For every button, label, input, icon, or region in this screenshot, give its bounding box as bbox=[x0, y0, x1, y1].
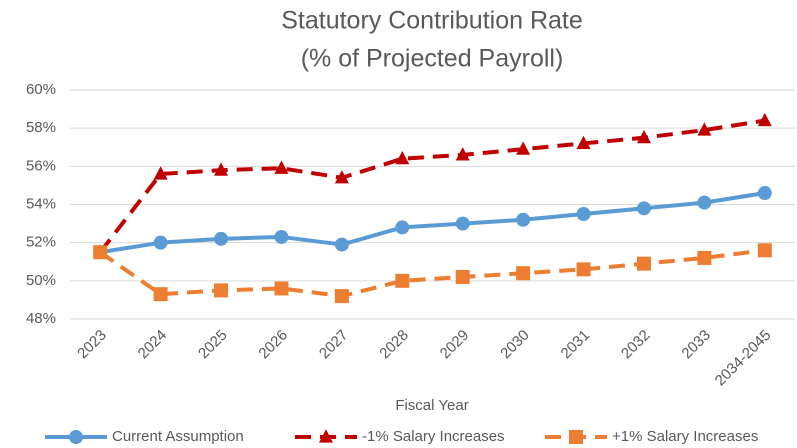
data-point bbox=[395, 220, 410, 235]
x-tick-label: 2033 bbox=[678, 327, 714, 363]
x-tick-label: 2027 bbox=[316, 327, 352, 363]
data-point bbox=[153, 287, 168, 302]
data-point bbox=[636, 130, 651, 144]
data-point bbox=[757, 186, 772, 201]
data-point bbox=[455, 216, 470, 231]
legend-label: -1% Salary Increases bbox=[362, 428, 505, 445]
data-point bbox=[214, 283, 229, 298]
data-point bbox=[697, 122, 712, 136]
data-point bbox=[697, 195, 712, 210]
x-tick-label: 2032 bbox=[618, 327, 654, 363]
data-point bbox=[757, 243, 772, 258]
data-point bbox=[455, 270, 470, 285]
data-point bbox=[636, 201, 651, 216]
y-tick-label: 52% bbox=[26, 234, 56, 251]
data-point bbox=[153, 166, 168, 180]
x-tick-label: 2029 bbox=[437, 327, 473, 363]
chart-subtitle: (% of Projected Payroll) bbox=[301, 45, 564, 73]
data-point bbox=[395, 151, 410, 165]
x-axis-label: Fiscal Year bbox=[395, 397, 468, 414]
data-point bbox=[214, 231, 229, 246]
data-point bbox=[516, 141, 531, 155]
series-line bbox=[99, 191, 766, 255]
data-point bbox=[516, 212, 531, 227]
y-tick-label: 50% bbox=[26, 272, 56, 289]
data-point bbox=[334, 170, 349, 184]
legend-marker bbox=[319, 429, 333, 443]
y-tick-label: 54% bbox=[26, 195, 56, 212]
data-point bbox=[636, 256, 651, 271]
y-tick-label: 60% bbox=[26, 81, 56, 98]
data-point bbox=[274, 229, 289, 244]
x-tick-label: 2031 bbox=[558, 327, 594, 363]
y-tick-label: 48% bbox=[26, 310, 56, 327]
legend-marker bbox=[569, 430, 583, 444]
series-line bbox=[98, 118, 766, 254]
x-tick-label: 2023 bbox=[74, 327, 110, 363]
data-point bbox=[455, 147, 470, 161]
data-point bbox=[214, 162, 229, 176]
data-point bbox=[757, 112, 772, 127]
x-tick-label: 2026 bbox=[255, 327, 291, 363]
x-tick-label: 2024 bbox=[135, 327, 171, 363]
x-tick-label: 2030 bbox=[497, 327, 533, 363]
data-point bbox=[274, 160, 289, 174]
data-point bbox=[153, 235, 168, 250]
legend-label: +1% Salary Increases bbox=[612, 428, 758, 445]
y-tick-label: 58% bbox=[26, 119, 56, 136]
data-point bbox=[93, 245, 108, 260]
data-point bbox=[697, 250, 712, 265]
legend-marker bbox=[69, 430, 83, 444]
series-line bbox=[99, 248, 766, 299]
y-tick-label: 56% bbox=[26, 157, 56, 174]
data-point bbox=[576, 262, 591, 277]
x-tick-label: 2028 bbox=[376, 327, 412, 363]
data-point bbox=[274, 281, 289, 296]
data-point bbox=[395, 273, 410, 288]
data-point bbox=[516, 266, 531, 281]
data-point bbox=[334, 237, 349, 252]
chart-title: Statutory Contribution Rate bbox=[281, 7, 583, 35]
x-tick-label: 2034-2045 bbox=[712, 327, 775, 390]
data-point bbox=[334, 289, 349, 304]
legend-label: Current Assumption bbox=[112, 428, 244, 445]
data-point bbox=[576, 207, 591, 222]
x-tick-label: 2025 bbox=[195, 327, 231, 363]
data-point bbox=[576, 135, 591, 150]
